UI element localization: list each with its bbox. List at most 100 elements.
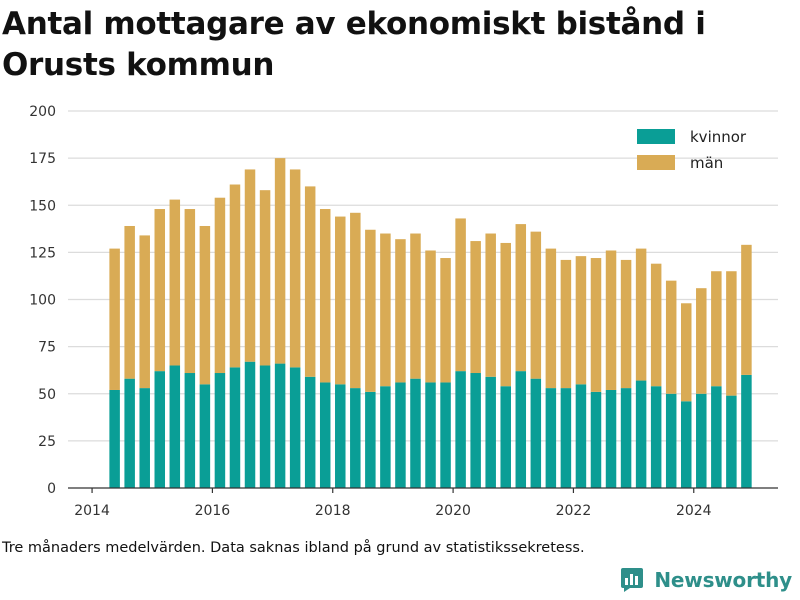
bar-män	[365, 229, 376, 392]
bar-kvinnor	[470, 373, 481, 488]
bar-kvinnor	[154, 371, 166, 488]
x-tick-label: 2018	[315, 503, 351, 519]
y-tick-label: 175	[29, 151, 56, 167]
bar-män	[184, 209, 196, 374]
bar-män	[590, 258, 602, 392]
legend-swatch-män	[637, 155, 675, 170]
bar-män	[696, 288, 707, 394]
bar-män	[620, 259, 632, 389]
bar-män	[380, 233, 391, 387]
bar-män	[335, 216, 346, 385]
bar-kvinnor	[350, 388, 361, 488]
bar-män	[139, 235, 150, 389]
bar-series	[109, 158, 752, 488]
bar-kvinnor	[726, 395, 737, 488]
y-tick-label: 25	[38, 434, 56, 450]
y-tick-label: 75	[38, 340, 56, 356]
y-tick-label: 200	[29, 104, 56, 120]
y-tick-label: 0	[47, 481, 56, 497]
bar-män	[199, 225, 211, 385]
bar-män	[214, 197, 226, 374]
x-tick-label: 2022	[556, 503, 592, 519]
bar-kvinnor	[365, 391, 376, 488]
bar-män	[545, 248, 557, 389]
bar-kvinnor	[274, 363, 286, 488]
y-tick-label: 125	[29, 245, 56, 261]
bar-kvinnor	[485, 376, 496, 488]
bar-kvinnor	[109, 389, 120, 488]
bar-män	[289, 169, 301, 368]
bar-män	[741, 244, 752, 375]
bar-män	[169, 199, 181, 366]
bar-kvinnor	[319, 382, 331, 488]
bar-män	[530, 231, 542, 379]
bar-kvinnor	[590, 391, 602, 488]
bar-män	[726, 271, 737, 396]
bar-män	[304, 186, 316, 377]
bar-män	[485, 233, 496, 377]
bar-kvinnor	[410, 378, 421, 488]
x-tick-label: 2016	[195, 503, 231, 519]
bar-kvinnor	[545, 388, 557, 488]
bar-kvinnor	[530, 378, 542, 488]
bar-kvinnor	[500, 386, 511, 488]
x-tick-label: 2024	[676, 503, 712, 519]
bar-kvinnor	[635, 380, 647, 488]
bar-kvinnor	[425, 382, 436, 488]
bar-män	[515, 224, 527, 372]
bar-kvinnor	[259, 365, 271, 488]
bar-män	[711, 271, 722, 387]
brand: Newsworthy	[621, 568, 792, 592]
bar-kvinnor	[696, 393, 707, 488]
y-tick-label: 150	[29, 198, 56, 214]
bar-kvinnor	[515, 371, 527, 488]
chart-title: Antal mottagare av ekonomiskt bistånd i …	[2, 6, 706, 83]
bar-män	[665, 280, 677, 394]
bar-kvinnor	[124, 378, 135, 488]
bar-kvinnor	[711, 386, 722, 488]
bar-män	[500, 242, 511, 387]
bar-män	[680, 303, 692, 402]
chart-caption: Tre månaders medelvärden. Data saknas ib…	[2, 540, 585, 556]
bar-män	[605, 250, 617, 390]
bar-män	[154, 209, 166, 372]
bar-män	[440, 258, 451, 383]
bar-kvinnor	[289, 367, 301, 488]
bar-män	[560, 259, 572, 389]
bar-kvinnor	[380, 386, 391, 488]
legend-swatch-kvinnor	[637, 129, 675, 144]
bar-kvinnor	[244, 361, 256, 488]
bar-män	[575, 256, 587, 385]
y-tick-label: 100	[29, 293, 56, 309]
axes: 0 25 50 75 100 125 150 175 200 2014 2016 2018 2020 20…	[29, 104, 778, 519]
bar-kvinnor	[199, 384, 211, 488]
bar-kvinnor	[169, 365, 181, 488]
bar-kvinnor	[620, 388, 632, 488]
bar-män	[229, 184, 241, 368]
bar-kvinnor	[680, 401, 692, 488]
bar-kvinnor	[184, 373, 196, 488]
bar-män	[650, 263, 662, 387]
bar-män	[410, 233, 421, 379]
brand-name: Newsworthy	[654, 568, 792, 592]
bar-kvinnor	[335, 384, 346, 488]
x-tick-label: 2020	[435, 503, 471, 519]
bar-män	[274, 158, 286, 364]
bar-kvinnor	[229, 367, 241, 488]
bar-män	[470, 241, 481, 374]
bar-kvinnor	[575, 384, 587, 488]
newsworthy-chart-logo-icon	[621, 568, 644, 592]
bar-män	[425, 250, 436, 383]
bar-kvinnor	[665, 393, 677, 488]
bar-män	[350, 212, 361, 389]
bar-män	[455, 218, 466, 372]
bar-män	[395, 239, 406, 383]
bar-kvinnor	[214, 373, 226, 488]
legend: kvinnor män	[637, 128, 747, 172]
bar-män	[635, 248, 647, 381]
legend-label-män: män	[690, 154, 723, 172]
bar-kvinnor	[650, 386, 662, 488]
bar-kvinnor	[741, 374, 752, 488]
x-tick-label: 2014	[74, 503, 110, 519]
